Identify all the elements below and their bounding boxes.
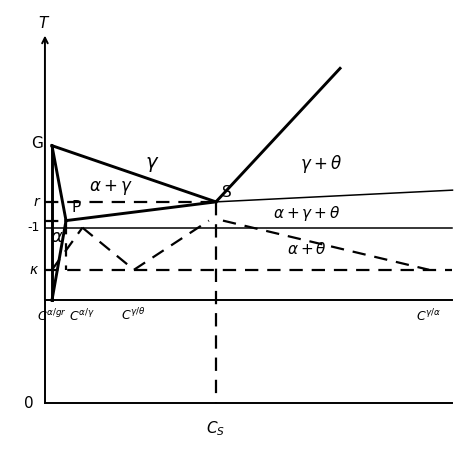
Text: $C^{\alpha/\gamma}$: $C^{\alpha/\gamma}$ xyxy=(70,307,95,324)
Text: $\gamma + \theta$: $\gamma + \theta$ xyxy=(300,154,342,175)
Text: P: P xyxy=(72,200,81,215)
Text: $C_S$: $C_S$ xyxy=(206,419,226,438)
Text: $\gamma$: $\gamma$ xyxy=(146,155,160,174)
Text: $\alpha + \gamma$: $\alpha + \gamma$ xyxy=(89,178,133,197)
Text: $C^{\gamma/\alpha}$: $C^{\gamma/\alpha}$ xyxy=(416,307,442,324)
Text: -1: -1 xyxy=(27,221,39,234)
Text: G: G xyxy=(31,136,43,151)
Text: $\alpha + \gamma + \theta$: $\alpha + \gamma + \theta$ xyxy=(273,204,341,223)
Text: $\alpha$: $\alpha$ xyxy=(50,228,64,246)
Text: $C^{\alpha/gr}$: $C^{\alpha/gr}$ xyxy=(37,307,67,324)
Text: $C^{\gamma/\theta}$: $C^{\gamma/\theta}$ xyxy=(121,307,146,323)
Text: T: T xyxy=(38,16,47,31)
Text: $\alpha + \theta$: $\alpha + \theta$ xyxy=(287,241,327,257)
Text: 0: 0 xyxy=(24,396,33,411)
Text: r: r xyxy=(34,195,39,209)
Text: S: S xyxy=(221,184,231,200)
Text: $\kappa$: $\kappa$ xyxy=(29,263,39,277)
